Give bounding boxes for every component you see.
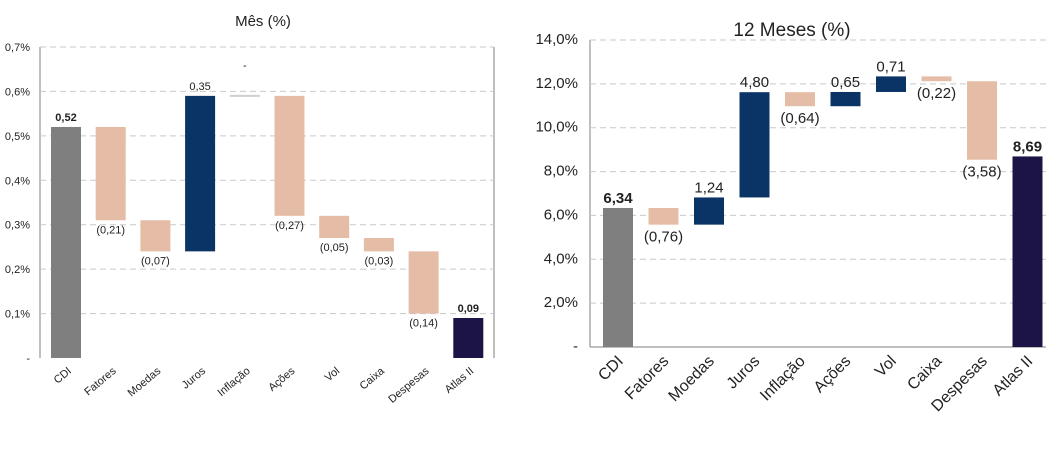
chart-mes-category-label: CDI (52, 365, 74, 386)
chart-12-meses-y-tick-label: 10,0% (535, 119, 578, 136)
chart-12-meses-y-tick-label: 14,0% (535, 31, 578, 48)
chart-mes-category-label: Ações (266, 365, 298, 394)
chart-mes-data-label: (0,05) (320, 242, 349, 254)
chart-12-meses-y-tick-label: 8,0% (544, 163, 578, 180)
chart-mes-data-label: 0,35 (189, 81, 210, 93)
chart-mes-category-label: Inflação (215, 365, 252, 399)
chart-12-meses-data-label: (0,64) (780, 110, 819, 127)
chart-12-meses-data-label: (0,76) (644, 229, 683, 246)
chart-12-meses-bar-caixa (921, 76, 952, 82)
chart-12-meses-data-label: 4,80 (740, 74, 769, 91)
chart-12-meses-bar-infla-o (785, 92, 815, 107)
chart-mes-category-label: Moedas (126, 365, 164, 400)
chart-mes-category-label: Despesas (386, 365, 432, 406)
chart-12-meses-y-tick-label: - (573, 338, 578, 355)
chart-12-meses: 12 Meses (%) - 2,0% 4,0% 6,0% 8,0% 10,0% 12,0%… (535, 20, 1046, 415)
chart-12-meses-data-label: 0,71 (876, 58, 905, 75)
chart-12-meses-bar-juros (739, 92, 770, 198)
chart-mes-category-label: Vol (323, 365, 342, 384)
chart-mes-bar-fatores (95, 126, 126, 221)
chart-12-meses-category-label: Caixa (904, 353, 945, 394)
chart-12-meses-data-label: 0,65 (831, 74, 860, 91)
chart-12-meses-category-label: Juros (724, 353, 764, 393)
chart-mes-y-tick-label: 0,4% (5, 175, 30, 187)
chart-mes-bar-caixa (363, 238, 394, 252)
chart-mes-y-tick-label: 0,2% (5, 264, 30, 276)
chart-mes-data-label: (0,27) (275, 220, 304, 232)
chart-12-meses-category-label: Atlas II (990, 353, 1037, 400)
chart-12-meses-y-tick-label: 2,0% (544, 294, 578, 311)
chart-12-meses-bar-despesas (967, 81, 997, 160)
chart-12-meses-category-label: Ações (811, 353, 854, 396)
chart-mes-bar-a-es (274, 95, 305, 216)
chart-12-meses-bar-a-es (830, 91, 861, 107)
chart-12-meses-bar-vol (876, 76, 906, 92)
chart-12-meses-category-label: Vol (872, 353, 900, 381)
chart-12-meses-y-tick-label: 4,0% (544, 250, 578, 267)
chart-12-meses-y-tick-label: 12,0% (535, 75, 578, 92)
chart-mes-bar-juros (185, 95, 216, 252)
chart-mes-category-label: Juros (180, 365, 209, 392)
chart-12-meses-y-tick-label: 6,0% (544, 206, 578, 223)
chart-12-meses-category-label: Fatores (622, 353, 672, 403)
chart-mes-data-label: 0,09 (458, 303, 479, 315)
chart-mes-data-label: 0,52 (55, 112, 76, 124)
chart-mes-category-label: Fatores (82, 365, 119, 398)
chart-mes-title: Mês (%) (235, 13, 291, 30)
chart-mes-bar-vol (319, 215, 350, 239)
chart-mes-y-tick-label: 0,1% (5, 309, 30, 321)
chart-mes-category-label: Atlas II (443, 365, 476, 396)
chart-mes-data-label: - (243, 60, 247, 72)
chart-mes-y-tick-label: 0,7% (5, 42, 30, 54)
chart-12-meses-data-label: (0,22) (917, 85, 956, 102)
chart-12-meses-category-label: CDI (595, 353, 627, 385)
chart-12-meses-bar-cdi (603, 207, 633, 347)
chart-mes-bar-despesas (408, 251, 439, 314)
chart-12-meses-data-label: 1,24 (694, 179, 723, 196)
chart-12-meses-category-label: Moedas (666, 353, 718, 405)
chart-mes-bar-atlas-ii (453, 318, 484, 358)
chart-mes-bar-moedas (140, 220, 171, 252)
chart-12-meses-data-label: 8,69 (1013, 138, 1042, 155)
chart-12-meses-category-label: Inflação (757, 353, 809, 405)
chart-mes-data-label: (0,03) (365, 255, 394, 267)
chart-mes: Mês (%) - 0,1% 0,2% 0,3% 0,4% 0,5% 0,6% 0,7% 0,5… (5, 13, 495, 406)
chart-mes-bar-infla-o (229, 94, 260, 97)
chart-12-meses-title: 12 Meses (%) (733, 20, 850, 41)
chart-12-meses-bar-atlas-ii (1012, 156, 1043, 347)
chart-mes-data-label: (0,14) (409, 318, 438, 330)
chart-12-meses-data-label: 6,34 (603, 190, 633, 207)
chart-mes-data-label: (0,21) (96, 224, 125, 236)
chart-mes-y-tick-label: 0,3% (5, 220, 30, 232)
chart-mes-data-label: (0,07) (141, 255, 170, 267)
chart-mes-bar-cdi (51, 126, 81, 358)
chart-12-meses-data-label: (3,58) (962, 164, 1001, 181)
chart-12-meses-bar-fatores (648, 207, 679, 225)
chart-12-meses-bar-moedas (694, 197, 724, 225)
chart-mes-y-tick-label: - (26, 353, 30, 365)
chart-mes-category-label: Caixa (358, 365, 388, 393)
chart-mes-y-tick-label: 0,6% (5, 86, 30, 98)
chart-mes-y-tick-label: 0,5% (5, 131, 30, 143)
